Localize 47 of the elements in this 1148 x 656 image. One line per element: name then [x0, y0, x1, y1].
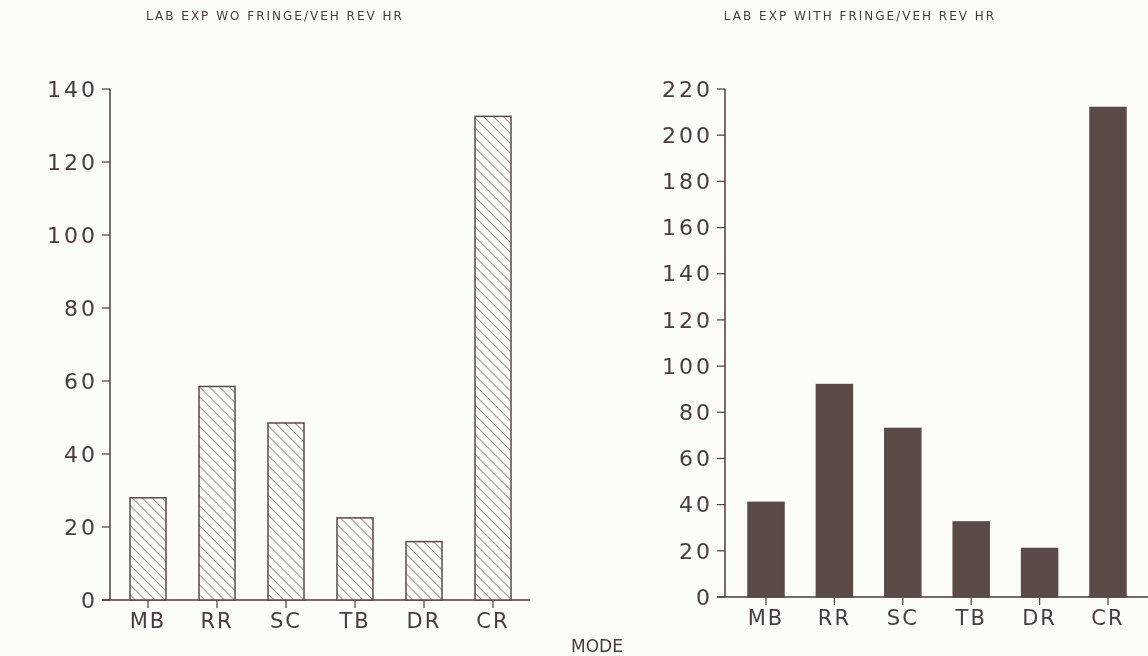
bar [198, 385, 236, 601]
x-tick-label: CR [1091, 606, 1125, 630]
x-tick-label: MB [747, 606, 785, 630]
bar [474, 115, 512, 601]
x-tick-label: SC [886, 606, 919, 630]
x-tick-label: MB [129, 609, 167, 633]
bar [884, 427, 922, 598]
bar [267, 422, 305, 601]
x-tick-label: RR [200, 609, 234, 633]
y-tick-label: 100 [662, 353, 713, 379]
x-tick-label: CR [476, 609, 510, 633]
bar [336, 517, 374, 601]
y-tick-label: 20 [64, 514, 98, 540]
y-tick-label: 80 [679, 399, 713, 425]
y-tick-label: 0 [696, 584, 713, 610]
y-tick-label: 20 [679, 538, 713, 564]
bar [952, 521, 990, 598]
bar [405, 540, 443, 601]
y-tick-label: 120 [47, 149, 98, 175]
x-tick-label: SC [270, 609, 302, 633]
bar [747, 501, 785, 598]
y-tick-label: 160 [662, 215, 713, 241]
bar [1020, 547, 1059, 598]
y-tick-label: 80 [64, 295, 98, 321]
y-tick-label: 40 [679, 492, 713, 518]
x-tick-label: DR [406, 609, 442, 633]
x-tick-label: TB [338, 609, 371, 633]
y-tick-label: 60 [679, 446, 713, 472]
y-tick-label: 220 [662, 76, 713, 102]
y-tick-label: 40 [64, 441, 98, 467]
x-tick-label: DR [1022, 606, 1057, 630]
y-tick-label: 140 [47, 76, 98, 102]
chart-title: LAB EXP WO FRINGE/VEH REV HR [146, 9, 404, 23]
chart-title: LAB EXP WITH FRINGE/VEH REV HR [723, 9, 997, 23]
y-tick-label: 0 [81, 587, 98, 613]
bar [1089, 106, 1127, 598]
x-tick-label: TB [954, 606, 987, 630]
bar [815, 383, 854, 598]
y-tick-label: 60 [64, 368, 98, 394]
y-tick-label: 180 [662, 169, 713, 195]
x-tick-label: RR [817, 606, 851, 630]
y-tick-label: 100 [47, 222, 98, 248]
bar [129, 497, 167, 601]
y-tick-label: 200 [662, 122, 713, 148]
x-axis-title: MODE [571, 636, 623, 656]
y-tick-label: 120 [662, 307, 713, 333]
y-tick-label: 140 [662, 261, 713, 287]
